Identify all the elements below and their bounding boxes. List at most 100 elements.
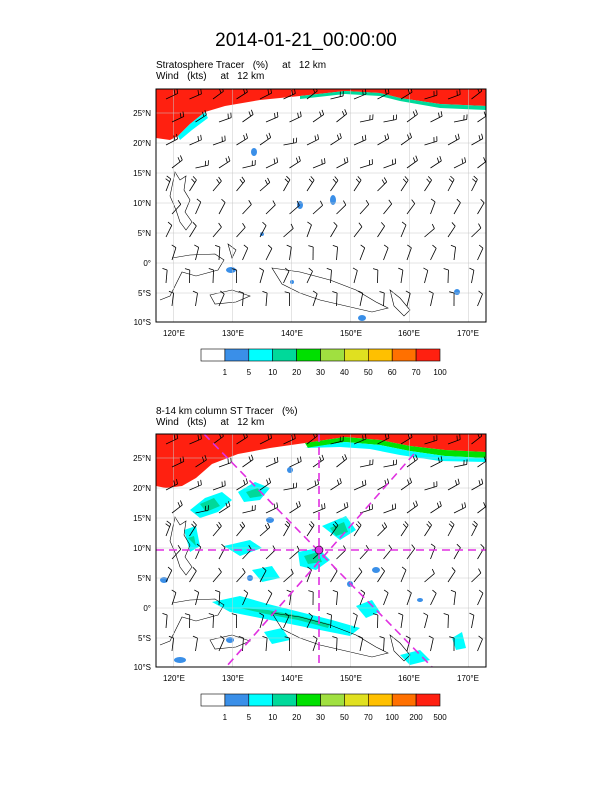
wind-barb	[189, 479, 202, 491]
wind-barb	[400, 521, 409, 537]
wind-barb	[359, 114, 374, 123]
wind-barb	[330, 90, 344, 100]
wind-barb	[383, 589, 389, 606]
wind-barb	[424, 521, 432, 537]
y-axis-bottom: 25°N 20°N 15°N 10°N 5°N 0° 5°S 10°S	[133, 454, 151, 672]
colorbar-label: 10	[268, 713, 277, 722]
wind-barb	[218, 635, 225, 652]
wind-barb	[449, 636, 455, 652]
wind-barb	[212, 135, 226, 146]
wind-barb	[353, 521, 362, 537]
wind-barb	[379, 291, 385, 307]
plot-frame	[155, 88, 487, 323]
x-tick-label: 140°E	[281, 674, 303, 683]
wind-barbs	[162, 434, 486, 652]
panel-top-title: Stratosphere Tracer (%) at 12 km Wind (k…	[156, 60, 326, 82]
transect-line-ne-sw	[225, 453, 415, 667]
wind-barb	[259, 221, 267, 238]
wind-barb	[443, 268, 449, 284]
wind-barb	[165, 520, 172, 537]
y-tick-label: 15°N	[133, 514, 151, 523]
wind-barb	[289, 501, 301, 514]
wind-barb	[165, 566, 173, 583]
y-tick-label: 0°	[143, 259, 151, 268]
wind-barb	[283, 267, 290, 284]
wind-barb	[168, 290, 174, 307]
x-tick-label: 170°E	[457, 329, 479, 338]
colorbar-label: 100	[433, 368, 447, 377]
wind-barb	[383, 114, 398, 123]
wind-barb	[377, 522, 388, 537]
wind-barb	[283, 482, 298, 491]
center-point-marker	[314, 545, 324, 555]
wind-barb	[377, 222, 385, 238]
wind-barb	[238, 636, 244, 652]
wind-barb	[265, 244, 273, 261]
wind-barb	[259, 132, 272, 146]
wind-barb	[477, 456, 486, 468]
y-tick-label: 0°	[143, 604, 151, 613]
x-tick-label: 160°E	[398, 674, 420, 683]
wind-barb	[332, 589, 338, 606]
colorbar-label: 30	[316, 713, 325, 722]
wind-barb	[162, 612, 168, 629]
wind-barb	[330, 133, 342, 146]
panel-bottom-title-line2: Wind (kts) at 12 km	[156, 417, 265, 428]
wind-barb	[289, 111, 302, 123]
wind-barb	[283, 175, 291, 192]
wind-barb	[289, 156, 301, 169]
wind-barb	[165, 175, 172, 192]
x-tick-label: 150°E	[340, 329, 362, 338]
colorbar-label: 100	[386, 713, 400, 722]
wind-barb	[286, 244, 292, 261]
wind-barb	[238, 291, 244, 307]
colorbar-top: 1 5 10 20 30 40 50 60 70 100	[200, 348, 447, 377]
colorbar-swatch	[200, 693, 226, 707]
wind-barb	[165, 479, 178, 491]
wind-barb	[162, 267, 168, 284]
colorbar-label: 70	[412, 368, 421, 377]
wind-barb	[195, 505, 209, 514]
colorbar-label: 500	[433, 713, 447, 722]
wind-barb	[447, 175, 455, 192]
colorbar-bottom: 1 5 10 20 30 50 70 100 200 500	[200, 693, 447, 722]
colorbar-label: 10	[268, 368, 277, 377]
colorbar-swatch	[415, 693, 441, 707]
colorbar-label: 20	[292, 368, 301, 377]
wind-barb	[236, 133, 248, 146]
colorbar-swatch	[200, 348, 226, 362]
wind-barb	[471, 478, 484, 491]
wind-barb	[424, 568, 435, 583]
wind-barb	[406, 544, 416, 560]
wind-barb	[336, 109, 348, 123]
wind-barb	[359, 244, 366, 261]
y-tick-label: 25°N	[133, 109, 151, 118]
wind-barb	[406, 454, 418, 468]
x-axis-top: 120°E 130°E 140°E 150°E 160°E 170°E	[163, 329, 479, 338]
colorbar-swatch	[224, 348, 250, 362]
wind-barb	[423, 267, 429, 284]
wind-barb	[284, 636, 290, 652]
wind-barb	[449, 291, 455, 307]
y-tick-label: 5°S	[138, 289, 151, 298]
wind-barb	[308, 590, 314, 606]
wind-barb	[242, 244, 249, 261]
colorbar-swatch	[415, 348, 441, 362]
wind-barb	[195, 198, 202, 215]
wind-barb	[189, 176, 197, 192]
colorbar-swatch	[344, 348, 369, 362]
colorbar-label: 50	[364, 368, 373, 377]
wind-barb	[212, 521, 222, 537]
colorbar-swatch	[320, 693, 345, 707]
colorbar-label: 70	[364, 713, 373, 722]
wind-barb	[383, 503, 397, 514]
wind-barb	[423, 612, 429, 629]
wind-barb	[330, 176, 339, 192]
y-tick-label: 10°N	[133, 199, 151, 208]
x-tick-label: 160°E	[398, 329, 420, 338]
y-axis-top: 25°N 20°N 15°N 10°N 5°N 0° 5°S 10°S	[133, 109, 151, 327]
wind-barb	[359, 544, 370, 560]
wind-barb	[400, 477, 412, 491]
wind-barb	[469, 612, 475, 629]
wind-barb	[236, 176, 246, 192]
